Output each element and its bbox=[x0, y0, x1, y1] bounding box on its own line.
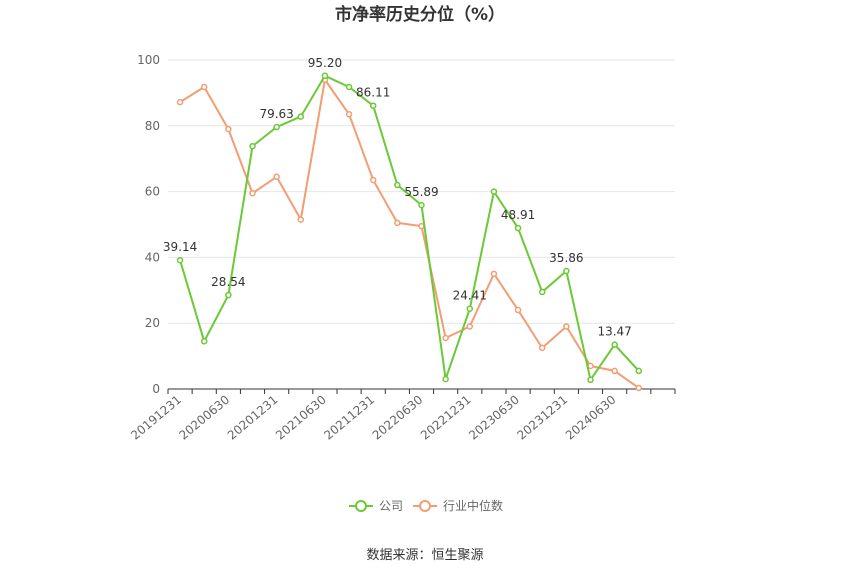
data-point-company[interactable] bbox=[587, 376, 594, 384]
data-point-company[interactable] bbox=[176, 256, 184, 264]
x-tick-label: 20221231 bbox=[418, 393, 474, 443]
data-point-company[interactable] bbox=[611, 341, 618, 348]
data-label: 79.63 bbox=[259, 107, 293, 121]
y-tick-label: 80 bbox=[145, 119, 160, 133]
x-tick-label: 20191231 bbox=[128, 393, 184, 443]
x-tick-label: 20220630 bbox=[370, 393, 426, 443]
series-layer bbox=[176, 72, 643, 392]
data-point-industry[interactable] bbox=[297, 216, 305, 223]
source-note: 数据来源：恒生聚源 bbox=[366, 548, 483, 563]
data-point-company[interactable] bbox=[514, 224, 522, 232]
data-point-industry[interactable] bbox=[200, 83, 208, 91]
legend-label-industry: 行业中位数 bbox=[443, 498, 503, 513]
y-tick-label: 40 bbox=[145, 250, 160, 264]
data-point-company[interactable] bbox=[345, 83, 353, 91]
data-point-industry[interactable] bbox=[563, 323, 570, 330]
data-point-industry[interactable] bbox=[369, 176, 377, 184]
data-point-company[interactable] bbox=[394, 181, 401, 189]
data-point-company[interactable] bbox=[321, 72, 329, 80]
data-point-industry[interactable] bbox=[394, 219, 401, 227]
x-tick-label: 20230630 bbox=[466, 393, 522, 443]
x-tick-label: 20231231 bbox=[514, 393, 570, 443]
data-label: 28.54 bbox=[211, 275, 245, 289]
legend-marker-company bbox=[355, 500, 367, 512]
data-label-layer: 39.14 28.54 79.63 95.20 86.11 55.89 24.41 48.91… bbox=[163, 56, 632, 339]
data-point-industry[interactable] bbox=[225, 125, 232, 133]
axis-layer: 0204060801002019123120200630202012312021… bbox=[128, 53, 676, 443]
data-point-industry[interactable] bbox=[490, 270, 498, 278]
legend: 公司 行业中位数 bbox=[349, 498, 503, 513]
data-label: 24.41 bbox=[453, 289, 487, 303]
data-label: 95.20 bbox=[308, 56, 342, 70]
data-point-industry[interactable] bbox=[442, 334, 449, 342]
data-point-company[interactable] bbox=[369, 102, 377, 109]
data-point-company[interactable] bbox=[249, 142, 256, 150]
data-point-company[interactable] bbox=[563, 267, 570, 275]
legend-marker-industry bbox=[419, 500, 431, 512]
data-point-industry[interactable] bbox=[345, 111, 353, 118]
data-point-industry[interactable] bbox=[176, 98, 184, 106]
data-label: 55.89 bbox=[404, 185, 438, 199]
data-label: 48.91 bbox=[501, 208, 535, 222]
data-point-industry[interactable] bbox=[538, 344, 546, 352]
x-tick-label: 20240630 bbox=[563, 393, 619, 443]
data-label: 35.86 bbox=[549, 251, 583, 265]
data-point-company[interactable] bbox=[225, 291, 232, 299]
data-point-industry[interactable] bbox=[611, 367, 618, 375]
data-point-industry[interactable] bbox=[466, 323, 474, 330]
y-tick-label: 0 bbox=[152, 382, 160, 396]
data-label: 13.47 bbox=[597, 325, 631, 339]
x-tick-label: 20210630 bbox=[273, 393, 329, 443]
y-tick-label: 100 bbox=[137, 53, 160, 67]
data-point-industry[interactable] bbox=[273, 173, 280, 181]
data-point-company[interactable] bbox=[538, 288, 546, 296]
series-line-company bbox=[179, 74, 640, 381]
data-label: 86.11 bbox=[356, 86, 390, 100]
chart-title: 市净率历史分位（%） bbox=[335, 4, 505, 25]
y-tick-label: 60 bbox=[145, 185, 160, 199]
data-point-company[interactable] bbox=[635, 367, 643, 375]
data-point-company[interactable] bbox=[297, 113, 305, 120]
legend-label-company: 公司 bbox=[379, 499, 403, 513]
legend-item-company[interactable]: 公司 bbox=[349, 499, 403, 513]
data-point-company[interactable] bbox=[442, 375, 449, 383]
y-tick-label: 20 bbox=[145, 316, 160, 330]
data-point-company[interactable] bbox=[466, 305, 474, 312]
x-tick-label: 20201231 bbox=[225, 393, 281, 443]
data-point-company[interactable] bbox=[418, 201, 425, 209]
x-tick-label: 20211231 bbox=[321, 393, 377, 443]
legend-item-industry[interactable]: 行业中位数 bbox=[413, 498, 503, 513]
series-line-industry bbox=[179, 78, 640, 389]
data-point-company[interactable] bbox=[490, 188, 498, 195]
data-label: 39.14 bbox=[163, 240, 197, 254]
data-point-industry[interactable] bbox=[514, 306, 522, 314]
x-tick-label: 20200630 bbox=[176, 393, 232, 443]
data-point-company[interactable] bbox=[200, 338, 208, 345]
data-point-industry[interactable] bbox=[249, 189, 256, 197]
data-point-industry[interactable] bbox=[635, 384, 643, 392]
data-point-company[interactable] bbox=[273, 123, 280, 131]
